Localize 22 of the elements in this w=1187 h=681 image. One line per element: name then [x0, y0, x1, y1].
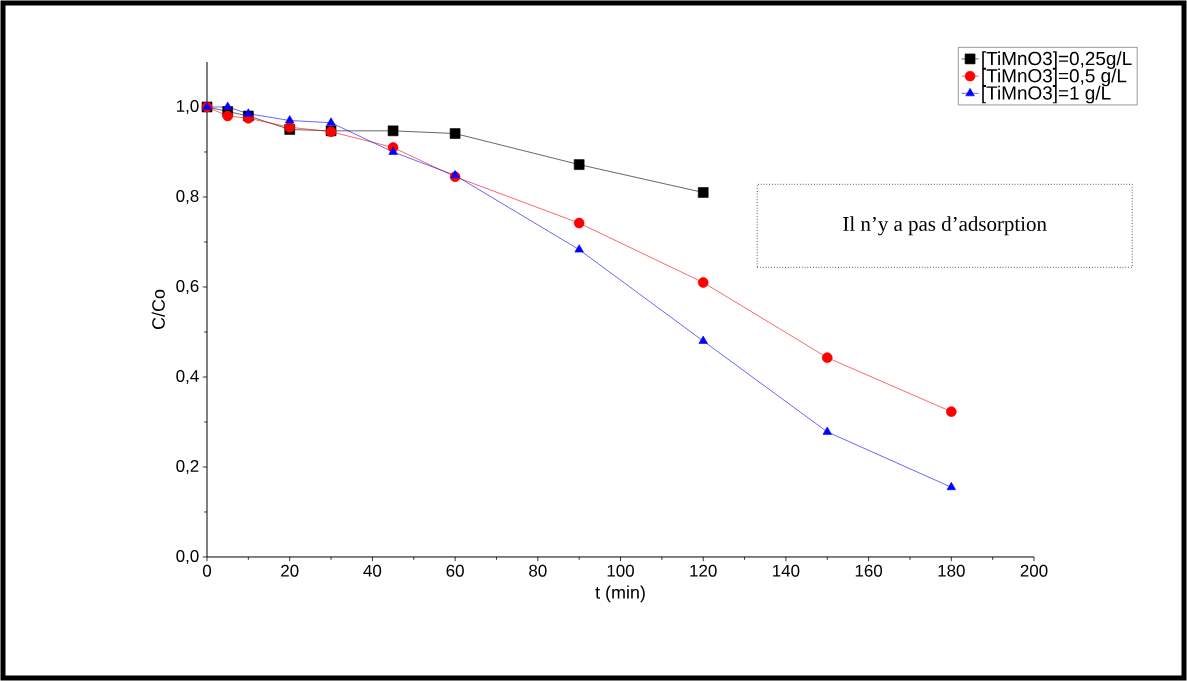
- y-tick-label: 0,4: [176, 369, 199, 384]
- x-tick-label: 20: [281, 564, 299, 577]
- annotation: Il n’y a pas d’adsorption: [843, 216, 1047, 236]
- y-tick-label: 1,0: [176, 99, 199, 114]
- y-axis-title: C/Co: [151, 289, 165, 330]
- x-tick-label: 100: [607, 564, 634, 577]
- y-tick-label: 0,0: [176, 549, 199, 564]
- x-axis-title: t (min): [595, 585, 645, 603]
- x-tick-label: 40: [363, 564, 382, 577]
- x-tick-label: 180: [938, 564, 965, 577]
- legend-label: [TiMnO3]=0,25g/L: [982, 51, 1132, 69]
- x-tick-label: 0: [202, 564, 212, 577]
- y-tick-label: 0,2: [176, 459, 199, 474]
- legend-label: [TiMnO3]=1 g/L: [982, 85, 1111, 104]
- x-tick-label: 120: [690, 564, 717, 577]
- x-tick-label: 200: [1020, 564, 1048, 577]
- y-tick-label: 0,8: [176, 189, 199, 204]
- x-tick-label: 160: [855, 564, 883, 577]
- x-tick-label: 140: [773, 564, 800, 577]
- y-tick-label: 0,6: [176, 279, 199, 294]
- x-tick-label: 80: [529, 564, 547, 577]
- x-tick-label: 60: [446, 564, 464, 577]
